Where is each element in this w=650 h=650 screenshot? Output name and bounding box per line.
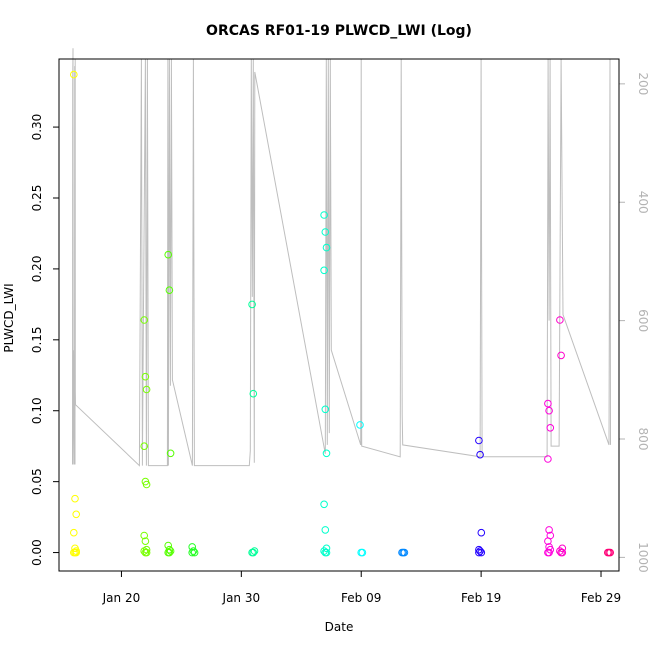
data-point (475, 548, 483, 557)
right-axis-tick-label: 1000 (636, 542, 650, 573)
data-point (166, 449, 175, 458)
data-point (320, 211, 328, 219)
data-point (142, 480, 151, 489)
data-point (165, 286, 174, 295)
data-point (475, 436, 483, 445)
y-axis-label: PLWCD_LWI (2, 283, 16, 352)
y-tick-label: 0.25 (30, 185, 44, 212)
data-point (544, 537, 552, 546)
data-point (141, 372, 150, 381)
data-point (140, 316, 148, 324)
y-tick-label: 0.00 (30, 539, 44, 566)
data-point (545, 406, 553, 415)
altitude-trace-line (72, 48, 611, 467)
plot-frame (58, 58, 620, 572)
data-point (72, 548, 80, 557)
data-point (477, 548, 486, 557)
data-point (164, 250, 172, 259)
data-point (356, 421, 364, 429)
data-point (140, 442, 148, 451)
data-point (188, 548, 196, 557)
data-point (322, 243, 331, 252)
data-point (322, 548, 331, 557)
x-tick-label: Feb 29 (581, 591, 621, 605)
data-point (558, 548, 567, 557)
data-point (141, 537, 150, 546)
x-tick-label: Feb 19 (461, 591, 501, 605)
data-point (189, 547, 198, 555)
data-point (142, 548, 151, 557)
y-tick-label: 0.30 (30, 114, 44, 141)
data-point (544, 399, 552, 408)
data-point (477, 528, 486, 537)
y-tick-label: 0.10 (30, 397, 44, 424)
x-tick-label: Jan 30 (222, 591, 261, 605)
data-point (400, 548, 409, 557)
data-point (322, 449, 331, 458)
data-point (358, 548, 367, 557)
data-point (321, 228, 330, 236)
data-point (165, 548, 174, 557)
data-point (476, 450, 484, 459)
x-axis-label: Date (325, 620, 354, 634)
data-point (606, 548, 615, 557)
data-point (70, 70, 78, 79)
data-point (320, 266, 328, 275)
data-point (556, 316, 564, 324)
data-point (544, 455, 552, 463)
right-axis-tick-label: 600 (636, 309, 650, 332)
data-point (545, 526, 553, 534)
chart-title: ORCAS RF01-19 PLWCD_LWI (Log) (206, 23, 472, 39)
data-point (140, 531, 148, 540)
axes-layer: Jan 20 Jan 30 Feb 09 Feb 19 Feb 29 0.00 0.05 0.… (30, 72, 650, 605)
data-point (557, 351, 565, 360)
y-tick-label: 0.20 (30, 256, 44, 283)
data-point (545, 548, 553, 557)
right-axis-tick-label: 400 (636, 191, 650, 214)
data-point (321, 405, 330, 414)
data-point (546, 424, 555, 432)
data-point (71, 494, 79, 503)
data-point (190, 548, 199, 557)
data-point (320, 500, 328, 509)
data-point (321, 526, 330, 534)
right-axis-tick-label: 200 (636, 72, 650, 95)
data-point (72, 510, 80, 519)
right-axis-tick-label: 800 (636, 428, 650, 451)
y-tick-label: 0.15 (30, 326, 44, 353)
data-points-layer (70, 70, 615, 557)
data-point (248, 300, 256, 309)
y-tick-label: 0.05 (30, 468, 44, 495)
data-point (249, 548, 258, 557)
data-point (249, 389, 258, 398)
altitude-trace-layer (72, 48, 611, 467)
data-point (70, 528, 78, 537)
x-tick-label: Jan 20 (102, 591, 141, 605)
data-point (142, 385, 151, 394)
data-point (476, 547, 484, 555)
x-tick-label: Feb 09 (341, 591, 381, 605)
